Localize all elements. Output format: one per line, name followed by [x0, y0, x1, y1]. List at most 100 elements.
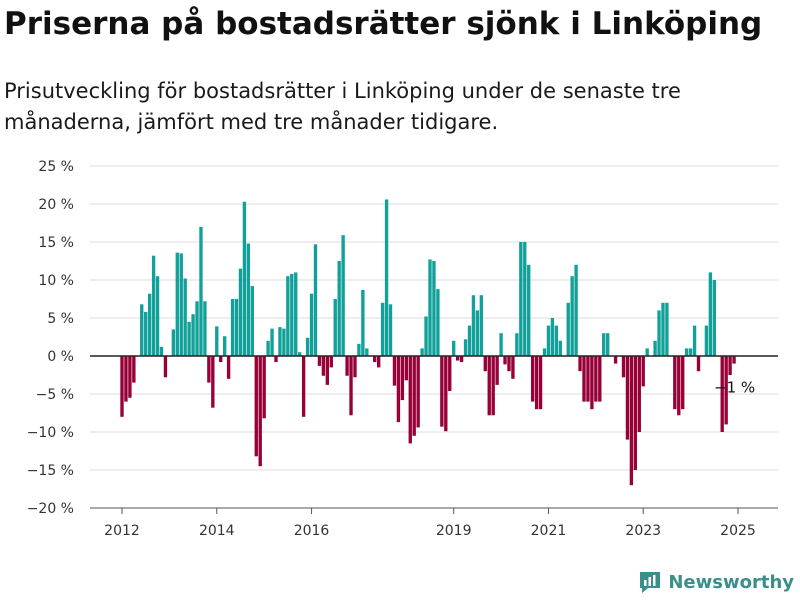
bar	[219, 356, 223, 363]
bar	[641, 356, 645, 387]
bar	[677, 356, 681, 416]
bar	[305, 337, 310, 356]
bar	[147, 293, 152, 356]
bar	[376, 356, 381, 368]
bar	[625, 356, 630, 440]
bar	[728, 356, 732, 375]
bar	[144, 311, 148, 356]
x-tick-label: 2016	[294, 523, 330, 539]
bar	[550, 318, 555, 356]
bar	[207, 356, 211, 383]
bar	[681, 356, 685, 410]
bar	[499, 333, 503, 356]
bar	[708, 272, 713, 356]
bar	[590, 356, 594, 410]
bar	[661, 302, 665, 356]
bar	[151, 255, 156, 356]
bar	[534, 356, 539, 410]
page-title: Priserna på bostadsrätter sjönk i Linköp…	[4, 6, 763, 42]
bar	[688, 348, 693, 356]
bar	[440, 356, 444, 427]
bar	[637, 356, 641, 432]
bar	[594, 356, 598, 402]
bar	[313, 244, 318, 356]
y-tick-label: 25 %	[38, 159, 74, 175]
bar	[317, 356, 322, 366]
bar	[337, 261, 341, 356]
brand-name: Newsworthy	[668, 571, 794, 593]
bar	[538, 356, 543, 410]
bar	[388, 304, 393, 356]
y-tick-label: −10 %	[27, 425, 74, 441]
bar	[621, 356, 626, 378]
bar	[183, 278, 187, 356]
x-tick-label: 2012	[104, 523, 140, 539]
bar	[195, 301, 199, 356]
bar	[720, 356, 724, 432]
bar	[211, 356, 215, 408]
bar	[325, 356, 330, 385]
y-tick-label: 5 %	[47, 311, 74, 327]
bar	[558, 340, 562, 356]
bar	[487, 356, 491, 416]
bar	[598, 356, 602, 402]
bar	[309, 293, 314, 356]
bar	[724, 356, 728, 425]
y-tick-label: 15 %	[38, 235, 74, 251]
bar	[684, 348, 689, 356]
bar	[436, 289, 440, 356]
bar	[124, 356, 128, 402]
brand: Newsworthy	[638, 570, 794, 594]
bar	[140, 304, 144, 356]
x-tick-label: 2019	[436, 523, 472, 539]
bar	[479, 295, 484, 356]
bar	[392, 356, 397, 386]
bar	[420, 348, 424, 356]
bar	[602, 333, 606, 356]
bar	[424, 316, 428, 356]
page-subtitle: Prisutveckling för bostadsrätter i Linkö…	[4, 79, 681, 134]
bar	[471, 295, 476, 356]
bar	[282, 328, 286, 356]
bar	[475, 310, 480, 356]
bar	[380, 302, 385, 356]
bar	[266, 340, 270, 356]
y-tick-label: −15 %	[27, 463, 74, 479]
bar	[444, 356, 448, 432]
bar	[578, 356, 582, 372]
bar	[606, 333, 610, 356]
bar-chart: 25 % 20 % 15 % 10 % 5 % 0 % −5 % −10 % −15 % −20 …	[27, 159, 778, 539]
bar	[345, 356, 349, 376]
bar	[673, 356, 677, 410]
bar	[199, 226, 203, 356]
bar	[613, 356, 618, 364]
bar	[404, 356, 408, 381]
bar	[373, 356, 377, 363]
bar	[546, 325, 551, 356]
bar	[574, 264, 578, 356]
bar	[523, 242, 527, 356]
bar	[132, 356, 136, 383]
bar	[321, 356, 326, 376]
bar	[163, 356, 168, 378]
y-tick-label: 20 %	[38, 197, 74, 213]
bar	[507, 356, 511, 372]
bar	[586, 356, 590, 402]
bar	[274, 356, 278, 363]
bar	[491, 356, 495, 416]
bar	[357, 343, 361, 356]
y-tick-label: 10 %	[38, 273, 74, 289]
bar	[349, 356, 353, 416]
bar	[503, 356, 507, 365]
bar	[416, 356, 420, 428]
x-tick-label: 2025	[720, 523, 756, 539]
bar	[467, 325, 472, 356]
bar	[515, 333, 519, 356]
bar	[128, 356, 132, 398]
bar	[187, 321, 191, 356]
bar	[459, 356, 464, 363]
bar	[629, 356, 634, 486]
bar	[353, 356, 357, 378]
bar	[511, 356, 515, 379]
bar	[365, 348, 369, 356]
